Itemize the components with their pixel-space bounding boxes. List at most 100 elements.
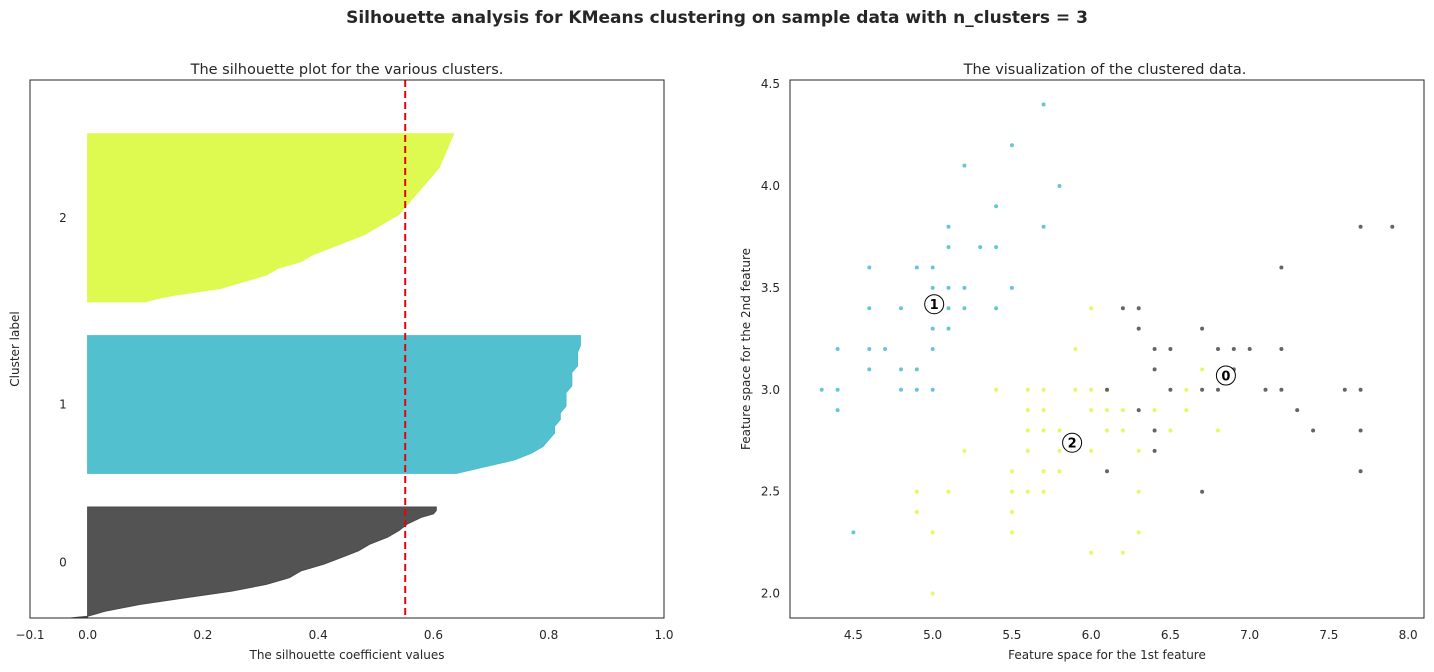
silhouette-x-tick: 0.6 [424, 628, 443, 642]
scatter-point-cluster-1 [994, 306, 999, 311]
scatter-point-cluster-1 [946, 326, 951, 331]
cluster-labels: 0 1 2 [59, 211, 67, 570]
scatter-point-cluster-0 [1152, 347, 1157, 351]
scatter-point-cluster-0 [1263, 387, 1268, 392]
scatter-point-cluster-0 [1200, 387, 1205, 392]
scatter-point-cluster-2 [1025, 387, 1030, 392]
scatter-point-cluster-2 [1057, 428, 1062, 433]
scatter-point-cluster-0 [1200, 326, 1205, 331]
scatter-point-cluster-1 [930, 387, 935, 392]
scatter-point-cluster-1 [978, 245, 983, 250]
scatter-point-cluster-2 [1009, 489, 1014, 494]
scatter-y-tick: 3.5 [761, 281, 780, 295]
scatter-point-cluster-1 [867, 367, 872, 372]
scatter-point-cluster-2 [1025, 428, 1030, 433]
scatter-point-cluster-1 [1009, 143, 1014, 148]
cluster-center-marker-1 [924, 294, 945, 315]
scatter-point-cluster-2 [1025, 448, 1030, 453]
scatter-point-cluster-0 [1136, 306, 1141, 311]
cluster-label-1: 1 [59, 397, 67, 411]
scatter-point-cluster-2 [1057, 469, 1062, 474]
scatter-point-cluster-2 [1009, 530, 1014, 535]
scatter-x-tick: 8.0 [1399, 628, 1418, 642]
scatter-point-cluster-1 [946, 245, 951, 250]
scatter-point-cluster-2 [1152, 408, 1157, 413]
scatter-point-cluster-1 [835, 387, 840, 392]
cluster-centers: 0 1 2 [924, 294, 1236, 453]
scatter-point-cluster-1 [883, 347, 888, 351]
scatter-point-cluster-2 [1120, 550, 1125, 555]
scatter-y-tick: 4.0 [761, 179, 780, 193]
scatter-point-cluster-2 [1025, 489, 1030, 494]
cluster-center-label-1: 1 [930, 298, 939, 313]
scatter-point-cluster-1 [962, 163, 967, 168]
scatter-point-cluster-0 [1216, 347, 1220, 351]
scatter-point-cluster-2 [1136, 530, 1141, 535]
cluster-center-label-0: 0 [1221, 370, 1230, 385]
scatter-point-cluster-1 [994, 245, 999, 250]
scatter-x-tick: 6.5 [1161, 628, 1180, 642]
scatter-point-cluster-0 [1279, 347, 1284, 351]
scatter-point-cluster-1 [946, 285, 951, 290]
scatter-point-cluster-1 [835, 408, 840, 413]
scatter-point-cluster-0 [1311, 428, 1316, 433]
scatter-point-cluster-1 [962, 306, 967, 311]
scatter-point-cluster-2 [1105, 428, 1109, 433]
silhouette-area-cluster-2 [87, 133, 455, 303]
silhouette-area-cluster-1 [87, 335, 581, 474]
scatter-point-cluster-1 [1009, 285, 1014, 290]
figure-suptitle: Silhouette analysis for KMeans clusterin… [346, 8, 1088, 28]
silhouette-x-tick: 0.2 [193, 628, 212, 642]
scatter-point-cluster-2 [1216, 428, 1220, 433]
scatter-point-cluster-2 [1041, 469, 1046, 474]
scatter-point-cluster-2 [1009, 469, 1014, 474]
silhouette-area-cluster-0 [70, 506, 437, 619]
scatter-point-cluster-2 [1073, 387, 1078, 392]
silhouette-plot: The silhouette plot for the various clus… [8, 62, 674, 662]
scatter-point-cluster-1 [899, 387, 903, 392]
scatter-point-cluster-0 [1136, 326, 1141, 331]
scatter-y-tick: 2.0 [761, 587, 780, 601]
scatter-x-tick: 4.5 [844, 628, 863, 642]
scatter-point-cluster-2 [1041, 489, 1046, 494]
scatter-point-cluster-1 [835, 347, 840, 351]
scatter-point-cluster-2 [930, 591, 935, 596]
scatter-point-cluster-1 [851, 530, 856, 535]
scatter-point-cluster-1 [867, 347, 872, 351]
scatter-point-cluster-2 [1089, 387, 1094, 392]
scatter-point-cluster-2 [1057, 448, 1062, 453]
scatter-point-cluster-2 [1089, 306, 1094, 311]
scatter-x-axis-label: Feature space for the 1st feature [1008, 648, 1206, 662]
scatter-point-cluster-2 [962, 448, 967, 453]
cluster-label-2: 2 [59, 211, 67, 225]
silhouette-areas [70, 133, 581, 619]
scatter-point-cluster-0 [1295, 408, 1300, 413]
silhouette-x-tick: 0.8 [539, 628, 558, 642]
scatter-point-cluster-2 [946, 489, 951, 494]
scatter-point-cluster-0 [1279, 387, 1284, 392]
scatter-x-tick: 6.0 [1082, 628, 1101, 642]
silhouette-x-ticks: −0.1 0.0 0.2 0.4 0.6 0.8 1.0 [15, 628, 673, 642]
scatter-point-cluster-0 [1105, 387, 1109, 392]
scatter-x-tick: 5.5 [1002, 628, 1021, 642]
scatter-points [819, 102, 1395, 596]
cluster-label-0: 0 [59, 556, 67, 570]
scatter-point-cluster-2 [1025, 408, 1030, 413]
scatter-point-cluster-2 [1136, 448, 1141, 453]
scatter-point-cluster-0 [1358, 387, 1363, 392]
scatter-point-cluster-1 [946, 224, 951, 229]
scatter-point-cluster-1 [899, 367, 903, 372]
scatter-point-cluster-1 [819, 387, 824, 392]
scatter-y-axis-label: Feature space for the 2nd feature [739, 248, 753, 450]
scatter-point-cluster-2 [1073, 347, 1078, 351]
scatter-plot-title: The visualization of the clustered data. [963, 62, 1247, 78]
scatter-point-cluster-0 [1168, 347, 1173, 351]
scatter-point-cluster-2 [1184, 387, 1189, 392]
scatter-point-cluster-1 [930, 265, 935, 270]
scatter-point-cluster-2 [914, 489, 919, 494]
scatter-point-cluster-0 [1152, 367, 1157, 372]
scatter-point-cluster-2 [1168, 428, 1173, 433]
cluster-center-marker-0 [1215, 365, 1236, 386]
scatter-point-cluster-1 [994, 204, 999, 209]
